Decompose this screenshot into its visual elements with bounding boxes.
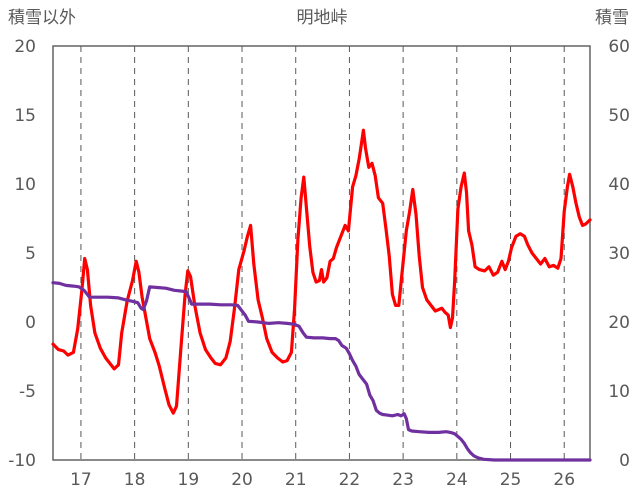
- left-axis-label: 積雪以外: [8, 8, 76, 28]
- x-tick-label: 22: [339, 470, 361, 490]
- chart-title: 明地峠: [297, 8, 348, 28]
- x-tick-label: 21: [285, 470, 307, 490]
- series-line-1: [51, 281, 592, 462]
- x-tick-label: 24: [446, 470, 468, 490]
- x-tick-label: 25: [500, 470, 522, 490]
- right-tick-label: 0: [619, 451, 630, 471]
- x-tick-label: 23: [392, 470, 414, 490]
- x-tick-label: 18: [124, 470, 146, 490]
- right-tick-label: 60: [608, 37, 630, 57]
- right-y-axis: 0 10 20 30 40 50 60: [608, 37, 630, 471]
- series-layer: [51, 128, 592, 462]
- x-tick-label: 26: [553, 470, 575, 490]
- right-tick-label: 20: [608, 313, 630, 333]
- right-tick-label: 30: [608, 244, 630, 264]
- left-tick-label: 10: [14, 175, 36, 195]
- left-tick-label: 0: [25, 313, 36, 333]
- x-tick-label: 17: [70, 470, 92, 490]
- right-tick-label: 40: [608, 175, 630, 195]
- left-tick-label: -5: [19, 382, 36, 402]
- right-tick-label: 50: [608, 106, 630, 126]
- x-tick-label: 19: [178, 470, 200, 490]
- left-tick-label: 5: [25, 244, 36, 264]
- left-y-axis: -10 -5 0 5 10 15 20: [8, 37, 36, 471]
- left-tick-label: 15: [14, 106, 36, 126]
- right-axis-label: 積雪: [595, 8, 629, 28]
- right-tick-label: 10: [608, 382, 630, 402]
- plot-area: [52, 45, 591, 461]
- left-tick-label: 20: [14, 37, 36, 57]
- x-tick-label: 20: [231, 470, 253, 490]
- gridlines: [80, 46, 565, 460]
- x-axis: 17 18 19 20 21 22 23 24 25 26: [70, 470, 575, 490]
- left-tick-label: -10: [8, 451, 36, 471]
- series-line-0: [51, 128, 592, 415]
